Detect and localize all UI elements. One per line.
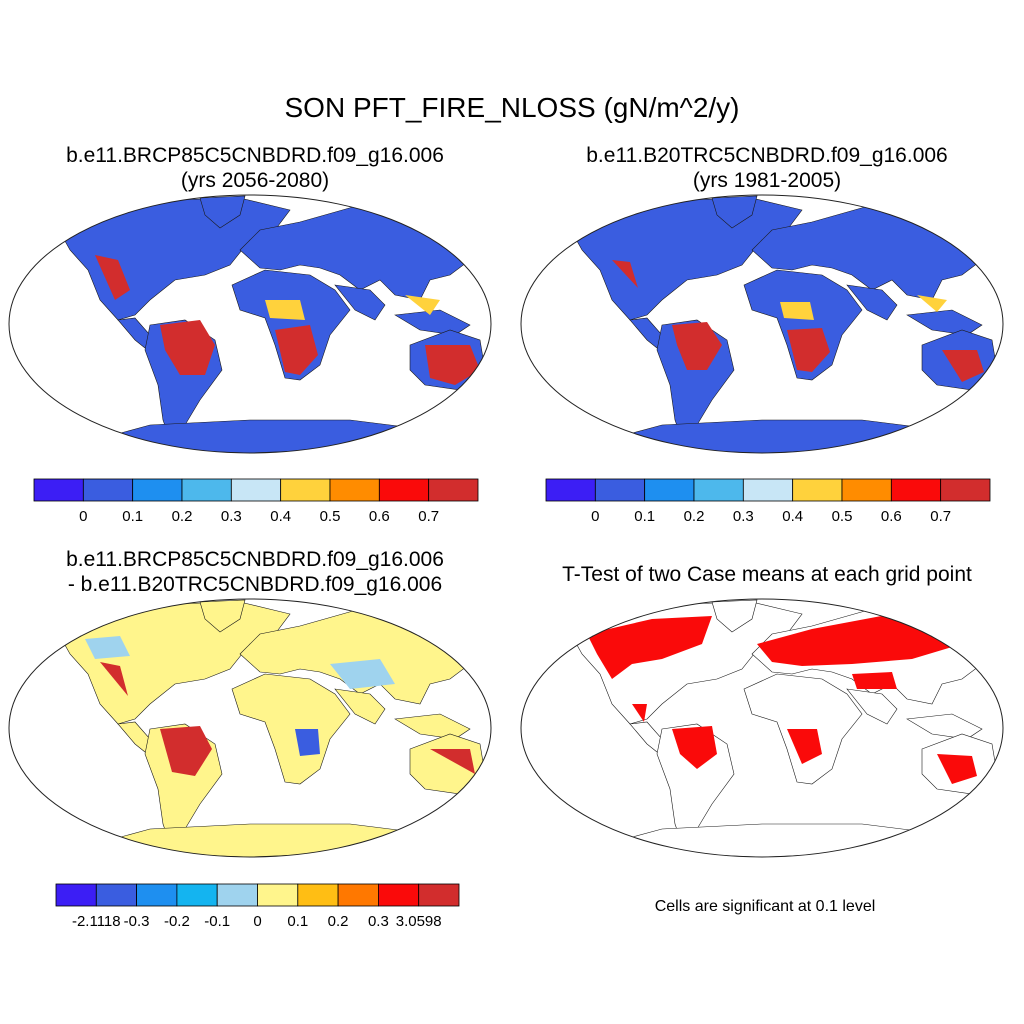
colorbar-tick-label: 0.6 (368, 508, 390, 525)
colorbar-swatch (329, 478, 380, 502)
panel-title-case2-line1: b.e11.B20TRC5CNBDRD.f09_g16.006 (586, 144, 948, 167)
map-ttest (520, 598, 1004, 858)
panel-title-diff-line1: b.e11.BRCP85C5CNBDRD.f09_g16.006 (66, 548, 444, 571)
colorbar-swatch (95, 883, 138, 907)
panel-title-case1-line1: b.e11.BRCP85C5CNBDRD.f09_g16.006 (66, 144, 444, 167)
colorbar-swatch (841, 478, 892, 502)
colorbar-swatch (742, 478, 794, 502)
colorbar-swatch (792, 478, 843, 502)
colorbar-tick-label: 0.3 (732, 508, 754, 525)
colorbar-swatch (940, 478, 991, 502)
colorbar-swatch (428, 478, 479, 502)
colorbar-swatch (418, 883, 460, 907)
colorbar-tick-label: 0 (79, 508, 88, 525)
colorbar-tick-label: 0.4 (270, 508, 292, 525)
colorbar-tick-label: 0.5 (831, 508, 853, 525)
map-case2 (520, 194, 1004, 454)
panel-title-diff: b.e11.BRCP85C5CNBDRD.f09_g16.006 - b.e11… (10, 547, 500, 597)
colorbar-swatch (132, 478, 183, 502)
panel-title-diff-line2: - b.e11.B20TRC5CNBDRD.f09_g16.006 (67, 573, 443, 596)
colorbar-tick-label: -2.1118 (71, 913, 121, 930)
colorbar-swatch (257, 883, 299, 907)
colorbar-tick-label: 0 (253, 913, 262, 930)
colorbar-tick-label: 0.3 (220, 508, 242, 525)
colorbar-swatch (594, 478, 646, 502)
colorbar-swatch (33, 478, 84, 502)
colorbar-tick-label: 0.3 (367, 913, 389, 930)
panel-title-ttest-line1: T-Test of two Case means at each grid po… (562, 563, 972, 586)
colorbar-difference (55, 883, 460, 907)
colorbar-tick-label: 0.7 (930, 508, 952, 525)
panel-title-case1: b.e11.BRCP85C5CNBDRD.f09_g16.006 (yrs 20… (10, 143, 500, 193)
colorbar-tick-label: 3.0598 (395, 913, 442, 930)
colorbar-tick-label: 0.2 (683, 508, 705, 525)
colorbar-tick-label: 0.2 (171, 508, 193, 525)
colorbar-swatch (644, 478, 695, 502)
colorbar-tick-label: 0.2 (327, 913, 349, 930)
colorbar-swatch (297, 883, 339, 907)
panel-title-case2: b.e11.B20TRC5CNBDRD.f09_g16.006 (yrs 198… (522, 143, 1012, 193)
colorbar-swatch (136, 883, 178, 907)
colorbar-swatch (181, 478, 232, 502)
colorbar-case2 (545, 478, 991, 502)
colorbar-tick-label: 0.4 (782, 508, 804, 525)
colorbar-swatch (377, 883, 420, 907)
colorbar-tick-label: 0.1 (287, 913, 309, 930)
colorbar-tick-label: -0.1 (204, 913, 231, 930)
colorbar-swatch (693, 478, 744, 502)
figure-title: SON PFT_FIRE_NLOSS (gN/m^2/y) (284, 92, 740, 123)
colorbar-tick-label: 0 (591, 508, 600, 525)
colorbar-swatch (230, 478, 282, 502)
panel-title-case1-line2: (yrs 2056-2080) (180, 169, 330, 192)
colorbar-swatch (55, 883, 97, 907)
colorbar-swatch (890, 478, 942, 502)
panel-title-case2-line2: (yrs 1981-2005) (692, 169, 842, 192)
colorbar-tick-label: -0.3 (123, 913, 150, 930)
colorbar-swatch (378, 478, 430, 502)
colorbar-swatch (176, 883, 218, 907)
map-case1 (8, 194, 492, 454)
colorbar-swatch (216, 883, 258, 907)
colorbar-tick-label: 0.1 (634, 508, 656, 525)
colorbar-tick-label: 0.7 (418, 508, 440, 525)
colorbar-tick-label: 0.6 (880, 508, 902, 525)
significance-note: Cells are significant at 0.1 level (654, 898, 876, 915)
colorbar-tick-label: 0.5 (319, 508, 341, 525)
colorbar-swatch (280, 478, 331, 502)
colorbar-swatch (82, 478, 134, 502)
map-difference (8, 598, 492, 858)
colorbar-case1 (33, 478, 479, 502)
colorbar-swatch (337, 883, 379, 907)
colorbar-swatch (545, 478, 596, 502)
colorbar-tick-label: -0.2 (163, 913, 190, 930)
panel-title-ttest: T-Test of two Case means at each grid po… (522, 562, 1012, 587)
colorbar-tick-label: 0.1 (122, 508, 144, 525)
